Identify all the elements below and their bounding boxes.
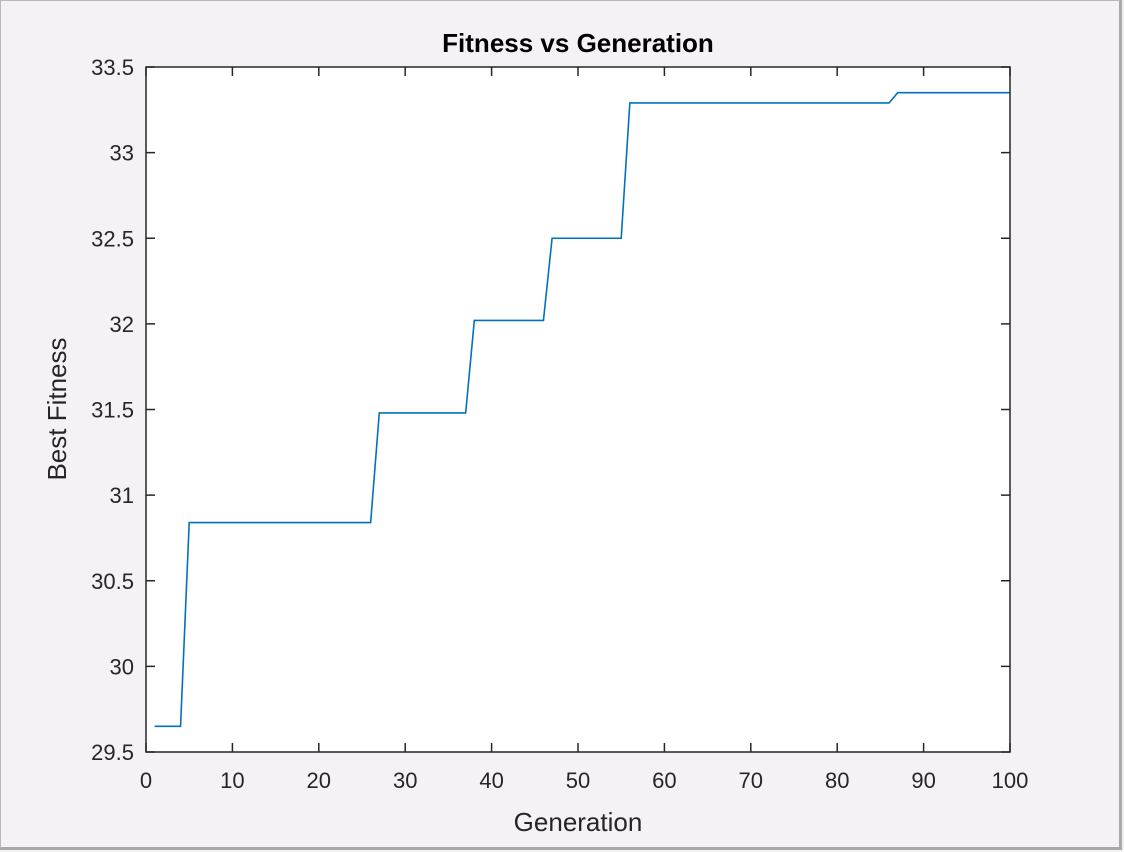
x-tick-label: 30 [393, 768, 417, 793]
x-tick-label: 100 [992, 768, 1029, 793]
x-tick-label: 60 [652, 768, 676, 793]
y-tick-label: 29.5 [91, 740, 134, 765]
x-tick-label: 40 [479, 768, 503, 793]
y-tick-label: 32.5 [91, 226, 134, 251]
x-tick-label: 50 [566, 768, 590, 793]
y-axis-label: Best Fitness [42, 337, 72, 480]
y-tick-label: 31 [110, 483, 134, 508]
x-tick-label: 20 [307, 768, 331, 793]
x-tick-label: 10 [220, 768, 244, 793]
plot-box [145, 66, 1011, 753]
x-tick-label: 80 [825, 768, 849, 793]
x-tick-label: 0 [140, 768, 152, 793]
y-tick-label: 32 [110, 312, 134, 337]
y-tick-label: 31.5 [91, 398, 134, 423]
x-tick-label: 90 [911, 768, 935, 793]
plot-area [146, 67, 1010, 752]
tick-labels: 0 10 20 30 40 50 60 70 80 90 100 29.5 30 30.5 31 31.5 32… [91, 55, 1028, 793]
chart-title: Fitness vs Generation [442, 28, 714, 58]
y-tick-label: 33 [110, 141, 134, 166]
y-tick-label: 33.5 [91, 55, 134, 80]
x-axis-label: Generation [514, 807, 643, 837]
fitness-series-line [154, 91, 1010, 728]
y-tick-label: 30 [110, 654, 134, 679]
x-tick-label: 70 [739, 768, 763, 793]
y-tick-label: 30.5 [91, 569, 134, 594]
